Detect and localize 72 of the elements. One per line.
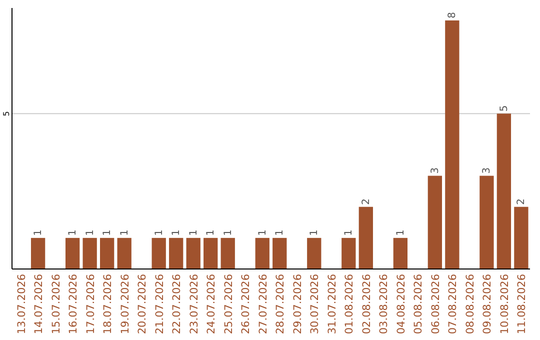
bar bbox=[30, 238, 46, 269]
data-label: 1 bbox=[84, 230, 96, 236]
x-tick-label: 03.08.2026 bbox=[378, 274, 390, 334]
data-label: 1 bbox=[188, 230, 200, 236]
x-tick-label: 29.07.2026 bbox=[292, 274, 304, 334]
x-tick-label: 16.07.2026 bbox=[68, 274, 80, 334]
x-tick-label: 17.07.2026 bbox=[84, 274, 97, 334]
data-label: 1 bbox=[274, 230, 286, 236]
data-label: 1 bbox=[68, 230, 79, 236]
x-tick-label: 08.08.2026 bbox=[464, 274, 476, 334]
data-label: 1 bbox=[344, 230, 355, 236]
data-label: 1 bbox=[395, 230, 406, 236]
x-tick-label: 01.08.2026 bbox=[344, 274, 356, 334]
bar bbox=[169, 238, 184, 269]
x-tick-label: 11.08.2026 bbox=[516, 274, 528, 334]
bar bbox=[307, 238, 322, 269]
bar bbox=[82, 238, 97, 269]
data-label: 1 bbox=[119, 230, 130, 236]
x-tick-label: 05.08.2026 bbox=[412, 274, 425, 334]
bar bbox=[428, 176, 442, 269]
data-label: 1 bbox=[206, 230, 217, 236]
x-tick-label: 26.07.2026 bbox=[240, 274, 252, 334]
data-label: 3 bbox=[482, 167, 493, 174]
x-tick-label: 30.07.2026 bbox=[309, 274, 322, 334]
x-tick-label: 23.07.2026 bbox=[188, 274, 200, 334]
bar bbox=[100, 238, 114, 269]
x-tick-label: 28.07.2026 bbox=[274, 274, 287, 334]
x-tick-label: 25.07.2026 bbox=[222, 274, 235, 334]
bar bbox=[393, 238, 408, 269]
x-tick-label: 04.08.2026 bbox=[395, 274, 408, 334]
x-tick-label: 27.07.2026 bbox=[257, 274, 270, 334]
data-label: 1 bbox=[154, 230, 165, 236]
bar bbox=[480, 176, 494, 269]
data-label: 1 bbox=[33, 230, 44, 236]
x-tick-label: 31.07.2026 bbox=[326, 274, 338, 334]
x-tick-label: 07.08.2026 bbox=[447, 274, 460, 334]
x-tick-label: 02.08.2026 bbox=[360, 274, 373, 334]
data-label: 8 bbox=[447, 12, 458, 18]
data-label: 5 bbox=[498, 105, 510, 112]
data-label: 1 bbox=[102, 230, 114, 236]
bar bbox=[496, 114, 512, 269]
x-tick-label: 09.08.2026 bbox=[482, 274, 494, 334]
x-tick-label: 24.07.2026 bbox=[206, 274, 218, 334]
x-tick-label: 21.07.2026 bbox=[154, 274, 166, 334]
bar bbox=[117, 238, 132, 269]
bar bbox=[358, 206, 373, 269]
bar bbox=[342, 238, 356, 269]
x-tick-label: 14.07.2026 bbox=[33, 274, 46, 334]
x-tick-label: 15.07.2026 bbox=[50, 274, 62, 334]
bar bbox=[514, 206, 528, 269]
x-tick-label: 22.07.2026 bbox=[171, 274, 184, 334]
bar bbox=[220, 238, 235, 269]
bar bbox=[65, 238, 80, 269]
x-tick-label: 18.07.2026 bbox=[102, 274, 114, 334]
data-label: 1 bbox=[222, 230, 234, 236]
x-tick-label: 19.07.2026 bbox=[119, 274, 132, 334]
data-label: 3 bbox=[430, 167, 441, 174]
bar bbox=[152, 238, 166, 269]
data-label: 2 bbox=[516, 198, 528, 205]
data-label: 2 bbox=[360, 198, 372, 205]
bar bbox=[186, 238, 200, 269]
data-label: 1 bbox=[171, 230, 182, 236]
x-tick-label: 20.07.2026 bbox=[136, 274, 149, 334]
bar bbox=[272, 238, 287, 269]
bar bbox=[204, 238, 218, 269]
x-tick-label: 06.08.2026 bbox=[430, 274, 442, 334]
x-tick-label: 10.08.2026 bbox=[498, 274, 511, 334]
bar bbox=[255, 238, 270, 269]
x-tick-label: 13.07.2026 bbox=[16, 274, 28, 334]
bar bbox=[445, 20, 460, 269]
data-label: 1 bbox=[257, 230, 268, 236]
data-label: 1 bbox=[309, 230, 320, 236]
